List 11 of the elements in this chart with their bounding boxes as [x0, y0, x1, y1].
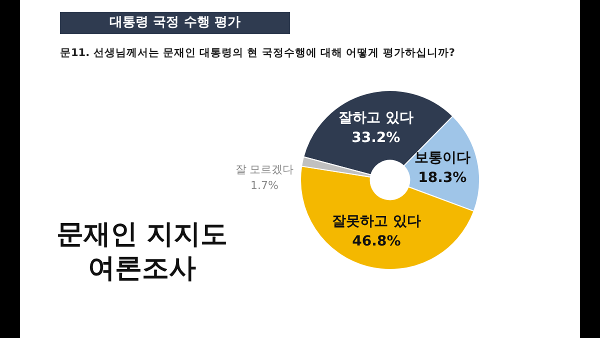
slice-label: 잘하고 있다: [338, 110, 414, 126]
data-label: 33.2%: [352, 130, 400, 146]
slice-label: 잘못하고 있다: [332, 214, 421, 230]
data-label: 18.3%: [418, 170, 467, 186]
data-label: 1.7%: [250, 178, 278, 192]
text: 문재인 지지도 여론조사: [55, 218, 229, 286]
chart-subtitle: 문11. 선생님께서는 문재인 대통령의 현 국정수행에 대해 어떻게 평가하십니까?: [60, 46, 455, 60]
chart-title: 대통령 국정 수행 평가: [60, 12, 290, 34]
slice-label: 잘 모르겠다: [235, 162, 294, 176]
slice-label: 보통이다: [414, 150, 470, 166]
data-label: 46.8%: [352, 234, 401, 250]
